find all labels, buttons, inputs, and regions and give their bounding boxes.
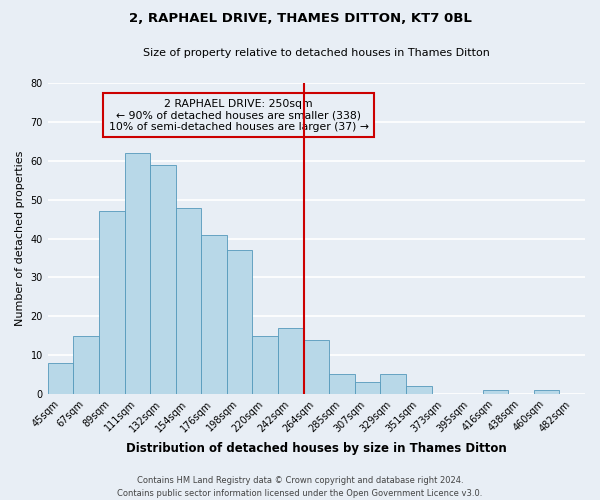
- Bar: [380, 374, 406, 394]
- Bar: [253, 336, 278, 394]
- Bar: [406, 386, 431, 394]
- Bar: [534, 390, 559, 394]
- Title: Size of property relative to detached houses in Thames Ditton: Size of property relative to detached ho…: [143, 48, 490, 58]
- Text: 2, RAPHAEL DRIVE, THAMES DITTON, KT7 0BL: 2, RAPHAEL DRIVE, THAMES DITTON, KT7 0BL: [128, 12, 472, 26]
- Bar: [150, 165, 176, 394]
- Bar: [304, 340, 329, 394]
- Bar: [201, 234, 227, 394]
- Bar: [355, 382, 380, 394]
- Bar: [227, 250, 253, 394]
- Y-axis label: Number of detached properties: Number of detached properties: [15, 151, 25, 326]
- Bar: [278, 328, 304, 394]
- Bar: [73, 336, 99, 394]
- Text: 2 RAPHAEL DRIVE: 250sqm
← 90% of detached houses are smaller (338)
10% of semi-d: 2 RAPHAEL DRIVE: 250sqm ← 90% of detache…: [109, 99, 368, 132]
- Bar: [329, 374, 355, 394]
- Bar: [48, 363, 73, 394]
- Bar: [99, 212, 125, 394]
- Text: Contains HM Land Registry data © Crown copyright and database right 2024.
Contai: Contains HM Land Registry data © Crown c…: [118, 476, 482, 498]
- Bar: [176, 208, 201, 394]
- Bar: [482, 390, 508, 394]
- X-axis label: Distribution of detached houses by size in Thames Ditton: Distribution of detached houses by size …: [126, 442, 507, 455]
- Bar: [125, 153, 150, 394]
